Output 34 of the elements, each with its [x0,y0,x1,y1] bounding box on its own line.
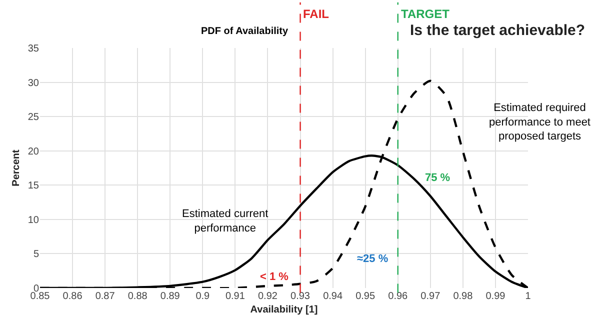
y-tick-label: 30 [28,78,40,89]
x-tick-label: 0.9 [196,291,210,302]
x-tick-label: 0.96 [388,291,408,302]
x-tick-label: 0.91 [225,291,246,302]
chart-title: PDF of Availability [201,26,288,37]
x-tick-label: 0.87 [95,291,116,302]
y-axis-title: Percent [10,148,22,186]
y-tick-label: 10 [28,214,40,226]
ref-line-label: FAIL [303,7,329,21]
x-tick-label: 0.98 [453,291,474,302]
x-tick-label: 0.86 [62,291,83,302]
x-tick-label: 0.88 [128,291,148,302]
annotation: < 1 % [260,271,289,283]
x-tick-label: 0.97 [420,291,441,302]
annotation: Estimated current performance [182,208,268,234]
chart-subtitle: Is the target achievable? [410,22,586,39]
x-tick-label: 1 [525,291,532,302]
x-tick-label: 0.93 [290,291,310,302]
x-tick-label: 0.92 [258,291,278,302]
y-tick-label: 25 [28,112,40,124]
x-tick-label: 0.99 [486,291,506,302]
annotation: ≈25 % [357,253,388,265]
x-tick-label: 0.89 [160,291,180,302]
annotation: Estimated required performance to meet proposed targets [489,102,590,143]
x-axis-title: Availability [1] [250,304,318,316]
ref-line-label: TARGET [401,7,450,21]
x-tick-label: 0.95 [356,291,376,302]
y-tick-label: 5 [33,249,40,260]
y-tick-label: 35 [28,44,40,54]
annotation: 75 % [425,172,450,184]
x-tick-label: 0.85 [30,291,50,302]
x-tick-label: 0.94 [323,291,343,302]
y-tick-label: 20 [28,146,40,158]
y-tick-label: 15 [28,180,40,192]
